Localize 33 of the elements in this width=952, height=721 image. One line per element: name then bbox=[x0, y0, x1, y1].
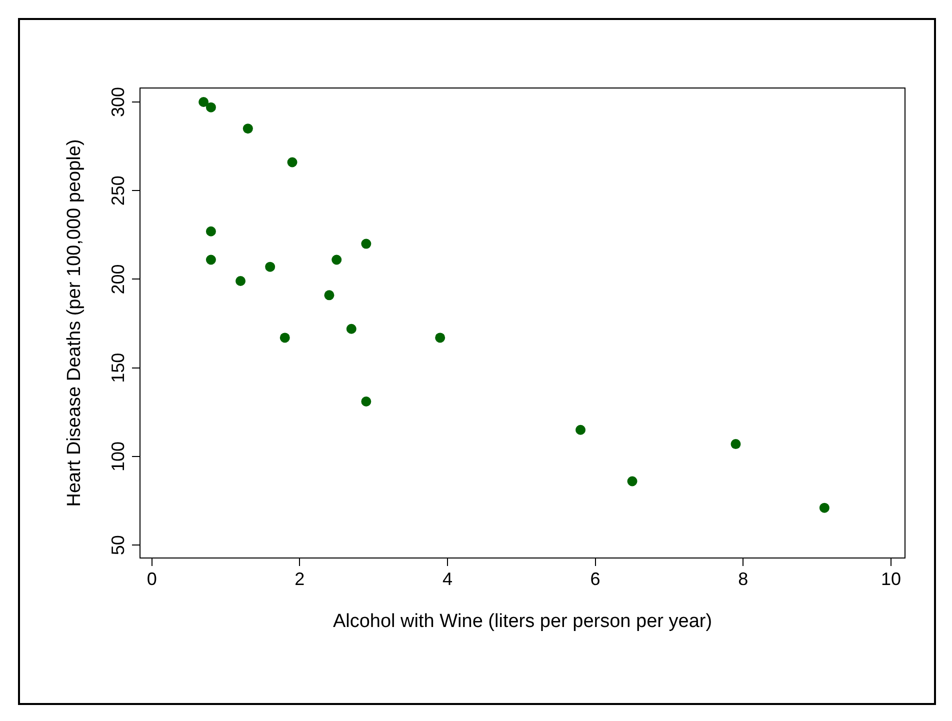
point bbox=[242, 124, 253, 134]
x-axis-title: Alcohol with Wine (liters per person per year) bbox=[332, 611, 712, 632]
point bbox=[435, 332, 446, 343]
x-tick-label: 8 bbox=[738, 568, 748, 589]
point bbox=[265, 262, 276, 272]
y-tick-label: 300 bbox=[108, 86, 128, 118]
point bbox=[332, 254, 342, 265]
point bbox=[198, 97, 209, 107]
x-tick-label: 0 bbox=[146, 568, 157, 589]
y-axis-title: Heart Disease Deaths (per 100,000 people) bbox=[64, 139, 86, 507]
point bbox=[287, 157, 298, 168]
point bbox=[236, 276, 246, 286]
point bbox=[206, 254, 216, 265]
y-tick-label: 150 bbox=[108, 352, 128, 383]
x-tick-label: 6 bbox=[590, 568, 600, 589]
point bbox=[346, 324, 356, 334]
y-tick-label: 50 bbox=[108, 535, 128, 556]
point bbox=[206, 226, 216, 236]
point bbox=[730, 439, 741, 450]
point bbox=[361, 396, 372, 407]
point bbox=[280, 332, 290, 343]
x-tick-label: 10 bbox=[880, 568, 901, 589]
x-tick-label: 2 bbox=[294, 568, 305, 589]
point bbox=[576, 424, 586, 435]
y-tick-label: 250 bbox=[108, 176, 128, 206]
x-tick-label: 4 bbox=[442, 568, 452, 589]
point bbox=[819, 502, 830, 513]
y-tick-label: 100 bbox=[108, 441, 128, 472]
point bbox=[324, 290, 334, 300]
point bbox=[206, 102, 216, 112]
point bbox=[361, 238, 372, 249]
point bbox=[627, 476, 638, 486]
y-tick-label: 200 bbox=[108, 264, 128, 294]
